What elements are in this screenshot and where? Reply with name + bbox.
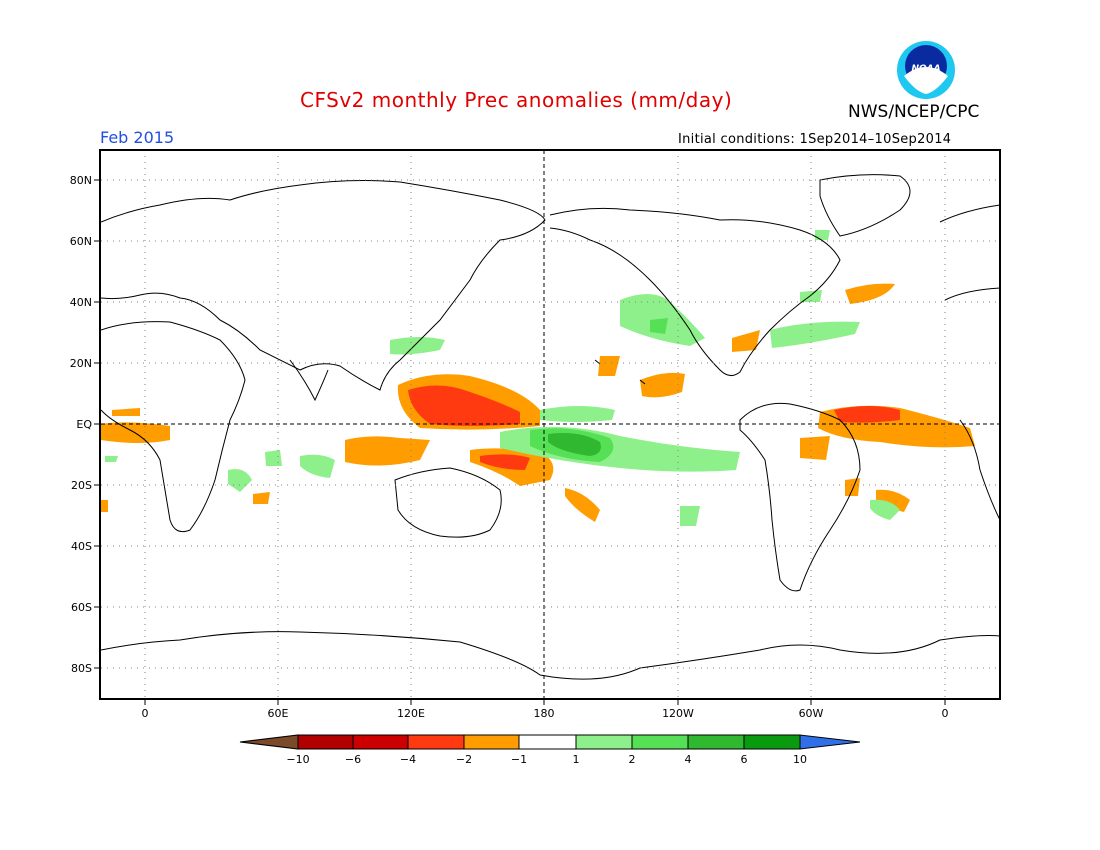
anomaly-shading [101,230,975,526]
lon-label-0-east: 0 [942,707,949,720]
coastlines [101,174,1000,680]
forecast-month: Feb 2015 [100,128,175,147]
lon-label-0-west: 0 [142,707,149,720]
colorbar: −10 −6 −4 −2 −1 1 2 4 6 10 [239,734,861,766]
colorbar-label: −2 [456,753,472,766]
colorbar-label: 1 [573,753,580,766]
colorbar-arrow-high [799,734,861,750]
lat-label-80s: 80S [71,662,92,675]
lon-label-60e: 60E [268,707,289,720]
lon-label-180: 180 [534,707,555,720]
agency-label: NWS/NCEP/CPC [848,102,980,122]
colorbar-segment [463,734,520,750]
colorbar-segment [297,734,354,750]
colorbar-arrow-low [239,734,299,750]
noaa-logo-text: NOAA [911,64,940,74]
chart-title: CFSv2 monthly Prec anomalies (mm/day) [300,88,733,112]
colorbar-label: 6 [741,753,748,766]
colorbar-segment [407,734,465,750]
colorbar-segment [575,734,633,750]
initial-conditions: Initial conditions: 1Sep2014–10Sep2014 [678,132,952,147]
colorbar-label: −10 [286,753,309,766]
colorbar-segment [631,734,689,750]
lat-label-60n: 60N [70,235,92,248]
colorbar-segment [518,734,577,750]
lat-label-40s: 40S [71,540,92,553]
lat-label-60s: 60S [71,601,92,614]
colorbar-label: 10 [793,753,807,766]
lat-label-20s: 20S [71,479,92,492]
colorbar-label: 2 [629,753,636,766]
lon-label-60w: 60W [799,707,824,720]
lat-label-80n: 80N [70,174,92,187]
colorbar-label: −4 [400,753,416,766]
lat-label-40n: 40N [70,296,92,309]
lat-label-20n: 20N [70,357,92,370]
colorbar-label: 4 [685,753,692,766]
colorbar-segment [352,734,409,750]
lat-lon-grid [101,150,1000,698]
colorbar-segment [687,734,745,750]
lon-label-120w: 120W [662,707,694,720]
colorbar-label: −6 [345,753,361,766]
noaa-logo: NOAA [897,41,955,99]
lon-label-120e: 120E [397,707,425,720]
colorbar-segment [743,734,801,750]
colorbar-label: −1 [511,753,527,766]
axis-ticks [94,179,946,705]
lat-label-eq: EQ [76,418,92,431]
